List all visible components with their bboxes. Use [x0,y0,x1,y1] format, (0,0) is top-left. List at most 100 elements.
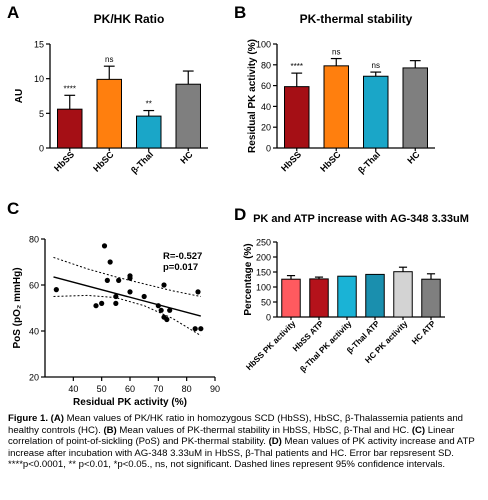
chart-d-ytick-label: 150 [256,268,271,278]
chart-c-xtick-label: 50 [97,384,107,394]
chart-c-ytick-label: 40 [29,327,39,337]
chart-d-ytick-label: 0 [266,313,271,323]
chart-b-category-label: HC [405,149,422,166]
chart-c-y-label: PoS (pO₂ mmHg) [12,267,23,348]
chart-d-y-label: Percentage (%) [243,243,254,315]
chart-c-point [141,293,147,300]
chart-b-sig-label-2: ns [372,61,380,70]
panel-letter-b: B [234,3,247,22]
chart-b-sig-label-0: **** [291,62,303,71]
chart-a-ytick-label: 5 [39,109,44,119]
chart-c-ci-lower [53,294,202,337]
caption-d-label: (D) [268,436,282,448]
chart-c-ci-upper [53,256,201,297]
chart-a-sig-label-0: **** [64,84,76,93]
chart-c-point [113,293,119,300]
chart-b-sig-label-1: ns [332,48,340,57]
chart-a-ytick-label: 15 [34,40,44,50]
chart-d-title: PK and ATP increase with AG-348 3.33uM [253,213,469,225]
chart-b-category-label: HbSS [279,149,303,173]
chart-c-point [104,277,110,283]
panel-letter-a: A [7,3,20,22]
chart-c-point [127,275,133,281]
chart-a-sig-label-1: ns [105,55,113,64]
chart-d-category-label: HC ATP [410,319,438,347]
chart-d-bar-4 [393,271,413,318]
chart-c-point [93,303,99,309]
panel-letter-c: C [7,199,20,218]
chart-c-point [127,289,133,295]
chart-c-xtick-label: 90 [210,384,220,394]
chart-c-point [155,303,161,309]
chart-a-category-label: HbSS [52,149,76,173]
chart-b-bar-0 [284,86,310,149]
chart-d-bar-2 [337,275,357,318]
figure-caption: Figure 1. (A) Mean values of PK/HK ratio… [8,413,482,471]
chart-b-ytick-label: 100 [256,40,271,50]
chart-d-bar-5 [421,278,441,318]
chart-b-bar-3 [402,67,428,149]
chart-c-point [192,326,198,332]
chart-b-ytick-label: 40 [261,102,271,112]
chart-c-xtick-label: 70 [153,384,163,394]
chart-d-ytick-label: 200 [256,253,271,263]
chart-c-stat-r: R=-0.527 [163,251,202,262]
chart-c-point [99,300,105,306]
chart-a-category-label: HbSC [91,149,116,174]
chart-d-bar-3 [365,273,385,318]
chart-d-bar-1 [309,278,329,318]
chart-c-ytick-label: 60 [29,281,39,291]
chart-a-bar-0 [57,108,83,149]
chart-c-x-label: Residual PK activity (%) [73,397,187,408]
chart-c-point [164,316,170,323]
chart-b-title: PK-thermal stability [300,12,413,26]
chart-a-bar-2 [136,115,162,149]
caption-a-text: Mean values of PK/HK ratio in homozygous… [8,413,464,436]
chart-b-bar-1 [323,65,349,149]
caption-a-label: (A) [50,413,64,424]
chart-b-category-label: β-Thal [356,149,382,175]
chart-c-ytick-label: 20 [29,373,39,383]
chart-c-stat-p: p=0.017 [163,262,198,273]
chart-a-category-label: HC [178,149,195,166]
chart-b-ytick-label: 60 [261,81,271,91]
caption-b-text: Mean values of PK-thermal stability in H… [116,424,412,436]
chart-a-ytick-label: 0 [39,144,44,154]
chart-d-ytick-label: 250 [256,238,271,248]
chart-a-title: PK/HK Ratio [94,12,165,26]
chart-b-category-label: HbSC [318,149,343,174]
chart-c-point [167,307,173,313]
chart-c-point [158,307,164,313]
chart-c-point [198,326,204,332]
chart-c-xtick-label: 40 [68,384,78,394]
chart-c-xtick-label: 80 [182,384,192,394]
caption-c-text: Linear correlation of point-of-sickling … [8,424,455,448]
caption-c-label: (C) [411,424,426,436]
chart-c-point [53,287,59,293]
chart-c-point [107,259,113,265]
chart-d-bar-0 [281,278,301,318]
chart-c-point [161,282,167,288]
caption-b-label: (B) [103,424,117,436]
chart-a-y-label: AU [14,89,25,103]
chart-d-ytick-label: 100 [256,283,271,293]
chart-d-ytick-label: 50 [261,298,271,308]
chart-c-point [113,300,119,306]
chart-c-ytick-label: 80 [29,235,39,245]
chart-c-xtick-label: 60 [125,384,135,394]
chart-b-ytick-label: 0 [266,144,271,154]
chart-c-fit-line [53,276,201,317]
chart-b-ytick-label: 20 [261,123,271,133]
chart-d-category-label: HbSS PK activity [244,319,297,372]
caption-head: Figure 1. [8,413,48,424]
chart-d-category-label: β-Thal PK activity [298,319,353,374]
chart-a-bar-1 [96,78,122,149]
panel-letter-d: D [234,205,247,224]
chart-b-ytick-label: 80 [261,60,271,70]
caption-d-text: Mean values of PK activity increase and … [8,436,475,471]
chart-a-sig-label-2: ** [146,100,152,109]
chart-a-ytick-label: 10 [34,74,44,84]
chart-b-bar-2 [363,75,389,149]
chart-c-point [101,243,108,249]
